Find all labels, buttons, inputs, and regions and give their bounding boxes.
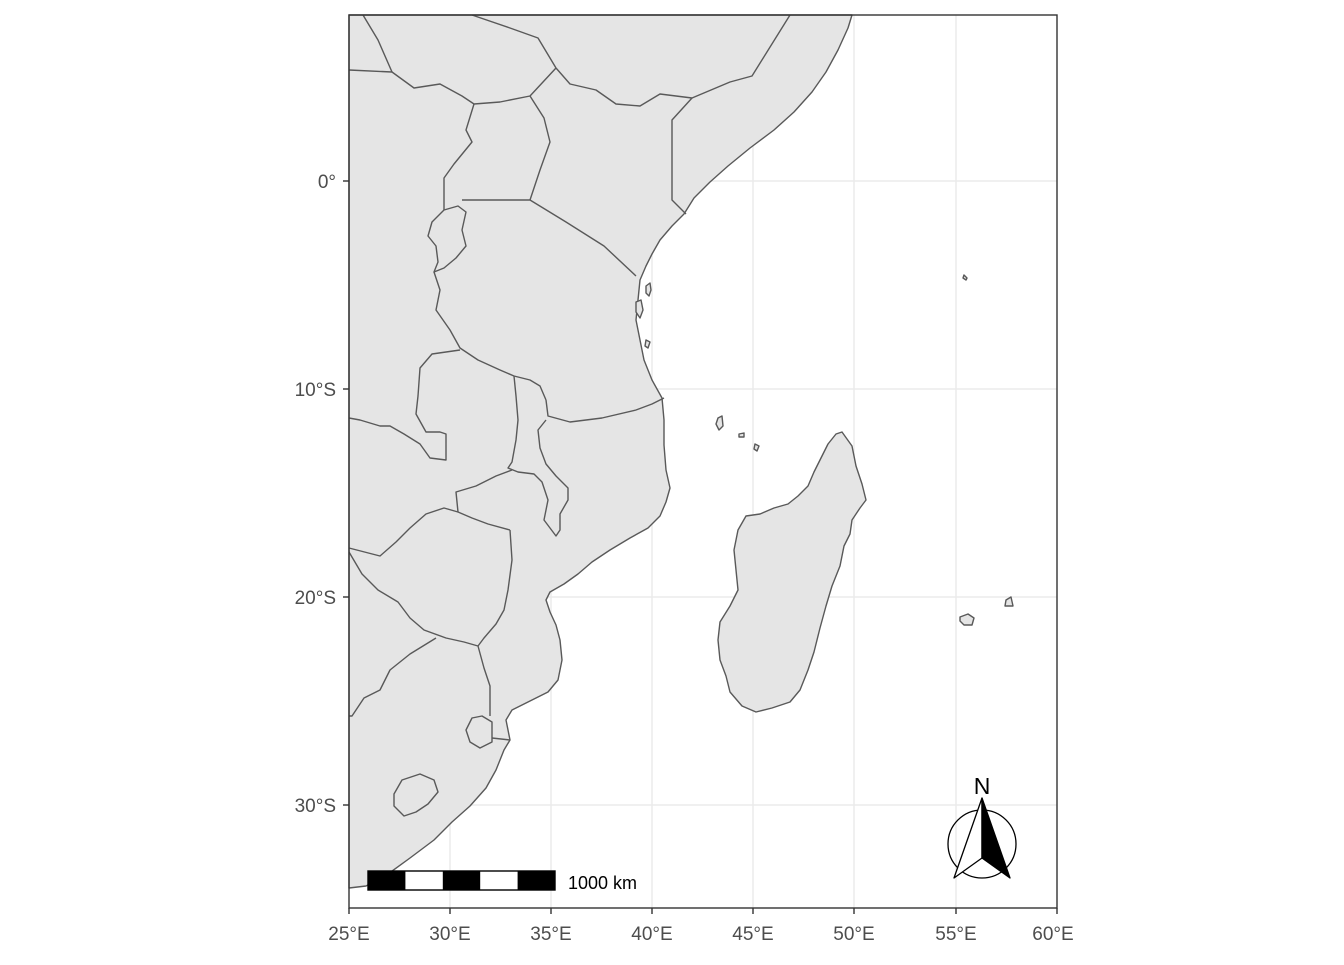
border-kenya-somalia [671, 97, 693, 215]
border-malawi [507, 375, 569, 537]
island-mahe [962, 274, 968, 281]
x-tick-label: 45°E [732, 924, 773, 945]
scale-bar: 1000 km [367, 870, 637, 893]
border-zambia-mozambique-zimbabwe [455, 469, 513, 531]
y-tick-label: 20°S [295, 588, 336, 609]
border-zimbabwe-botswana-sa [348, 551, 479, 647]
island-mauritius [1004, 596, 1014, 607]
x-tick-label: 30°E [429, 924, 470, 945]
border-rwanda-burundi [427, 205, 467, 273]
x-tick-label: 60°E [1032, 924, 1073, 945]
scale-bar-segment-1 [368, 871, 406, 890]
border-botswana-sa [349, 637, 437, 717]
island-zanzibar [635, 299, 644, 319]
y-axis-ticks [343, 180, 349, 806]
border-tanzania-drc-zambia [433, 271, 547, 401]
border-drc-zambia [348, 349, 461, 461]
panel-border [348, 14, 1058, 909]
border-zimbabwe-mozambique [477, 529, 513, 647]
y-tick-label: 0° [318, 172, 336, 193]
y-tick-label: 30°S [295, 796, 336, 817]
border-mozambique-sa-coast [491, 737, 511, 741]
country-borders [348, 14, 791, 817]
border-ethiopia-kenya-somalia [555, 14, 791, 107]
x-axis-ticks [348, 908, 1058, 914]
y-tick-label: 10°S [295, 380, 336, 401]
border-uganda-sudan-kenya [529, 95, 551, 201]
border-sa-mozambique [477, 645, 491, 716]
north-arrow: N [947, 773, 1017, 879]
madagascar [717, 431, 867, 713]
border-zambia-zimbabwe-south [348, 507, 459, 557]
x-tick-label: 50°E [833, 924, 874, 945]
border-south-sudan-north [348, 67, 557, 105]
island-grande-comore [715, 415, 724, 431]
scale-bar-label: 1000 km [568, 873, 637, 893]
border-eswatini [465, 715, 493, 749]
north-arrow-label: N [974, 773, 991, 799]
africa-mainland [348, 14, 853, 889]
x-tick-label: 25°E [328, 924, 369, 945]
scale-bar-segment-5 [517, 871, 555, 890]
x-tick-label: 40°E [631, 924, 672, 945]
border-uganda-drc [443, 103, 475, 210]
scale-bar-segment-3 [442, 871, 481, 890]
island-moheli [738, 432, 745, 438]
north-arrow-right-half [981, 797, 1011, 879]
island-pemba [645, 282, 652, 297]
border-eritrea-ethiopia [471, 14, 557, 69]
island-reunion [959, 613, 975, 626]
border-lake-victoria-kenya-tanzania [462, 199, 637, 277]
border-ethiopia-sudan [362, 14, 393, 73]
island-anjouan [753, 443, 760, 452]
x-tick-label: 35°E [530, 924, 571, 945]
x-tick-label: 55°E [935, 924, 976, 945]
island-mafia [644, 339, 651, 349]
x-axis-labels: 25°E 30°E 35°E 40°E 45°E 50°E 55°E 60°E [328, 924, 1073, 945]
y-axis-labels: 0° 10°S 20°S 30°S [295, 172, 336, 817]
border-lesotho [393, 773, 439, 817]
border-tanzania-mozambique [545, 397, 665, 423]
